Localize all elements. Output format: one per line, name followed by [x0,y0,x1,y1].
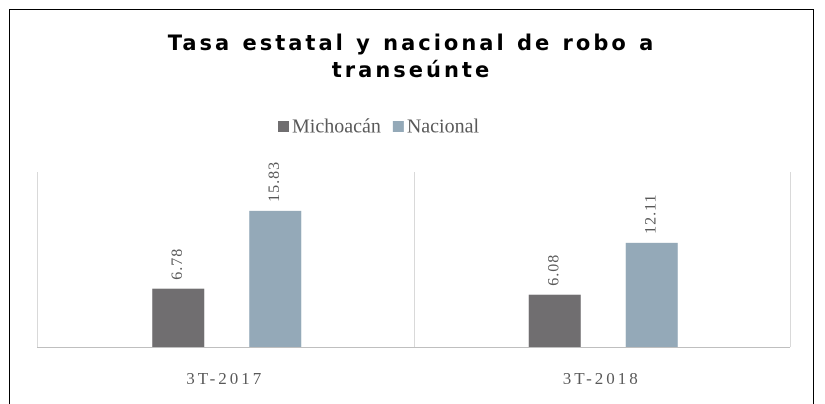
bar [152,288,205,347]
data-label: 6.78 [169,248,186,280]
bar [249,210,302,347]
chart-title: Tasa estatal y nacional de robo a transe… [167,31,657,82]
bar [528,294,581,347]
data-label: 12.11 [642,193,659,233]
data-label: 6.08 [545,254,562,286]
chart-border [9,9,814,404]
x-tick-label: 3T-2018 [563,369,641,388]
data-label: 15.83 [266,161,283,202]
legend-label: Michoacán [292,116,381,138]
legend-swatch [392,121,404,132]
legend-swatch [278,121,289,132]
legend-label: Nacional [407,116,480,138]
bar [625,242,678,347]
x-tick-label: 3T-2017 [186,369,264,388]
